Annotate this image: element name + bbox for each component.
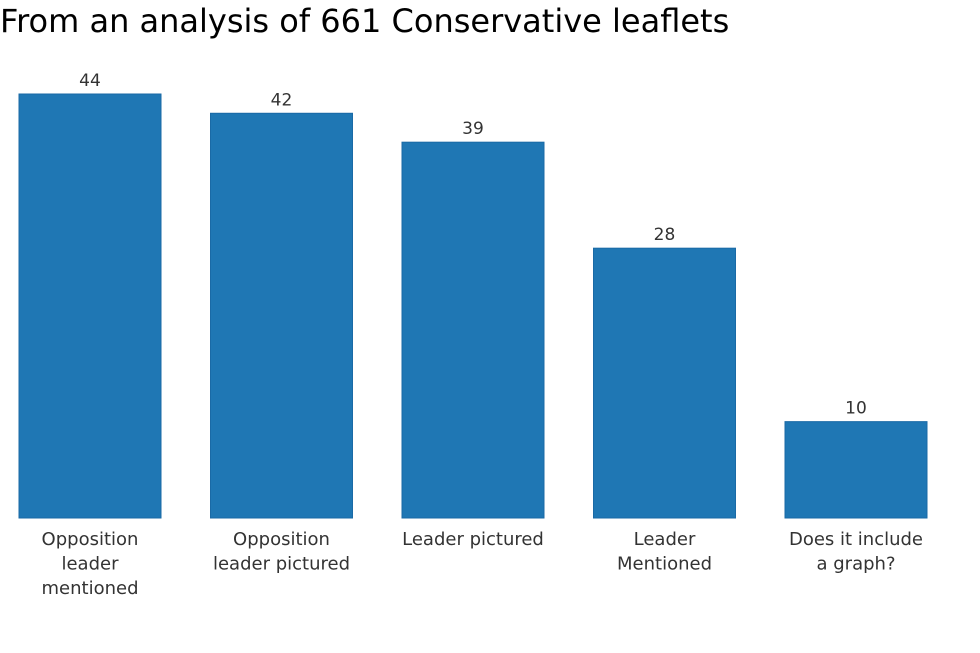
bar-3: [593, 247, 736, 519]
bar-4: [784, 421, 928, 519]
data-label-0: 44: [79, 71, 101, 91]
data-label-1: 42: [271, 90, 293, 110]
x-tick-label-2: Leader pictured: [402, 529, 544, 550]
x-tick-label-4: Does it include a graph?: [789, 529, 923, 575]
bar-1: [210, 112, 353, 519]
data-label-3: 28: [654, 225, 676, 245]
data-label-2: 39: [462, 119, 484, 139]
x-tick-label-1: Opposition leader pictured: [213, 529, 350, 575]
data-label-4: 10: [845, 399, 867, 419]
x-tick-label-3: Leader Mentioned: [617, 529, 712, 575]
bar-2: [401, 141, 545, 519]
chart-title: From an analysis of 661 Conservative lea…: [0, 2, 730, 40]
bar-0: [18, 93, 162, 519]
x-tick-label-0: Opposition leader mentioned: [42, 529, 139, 599]
